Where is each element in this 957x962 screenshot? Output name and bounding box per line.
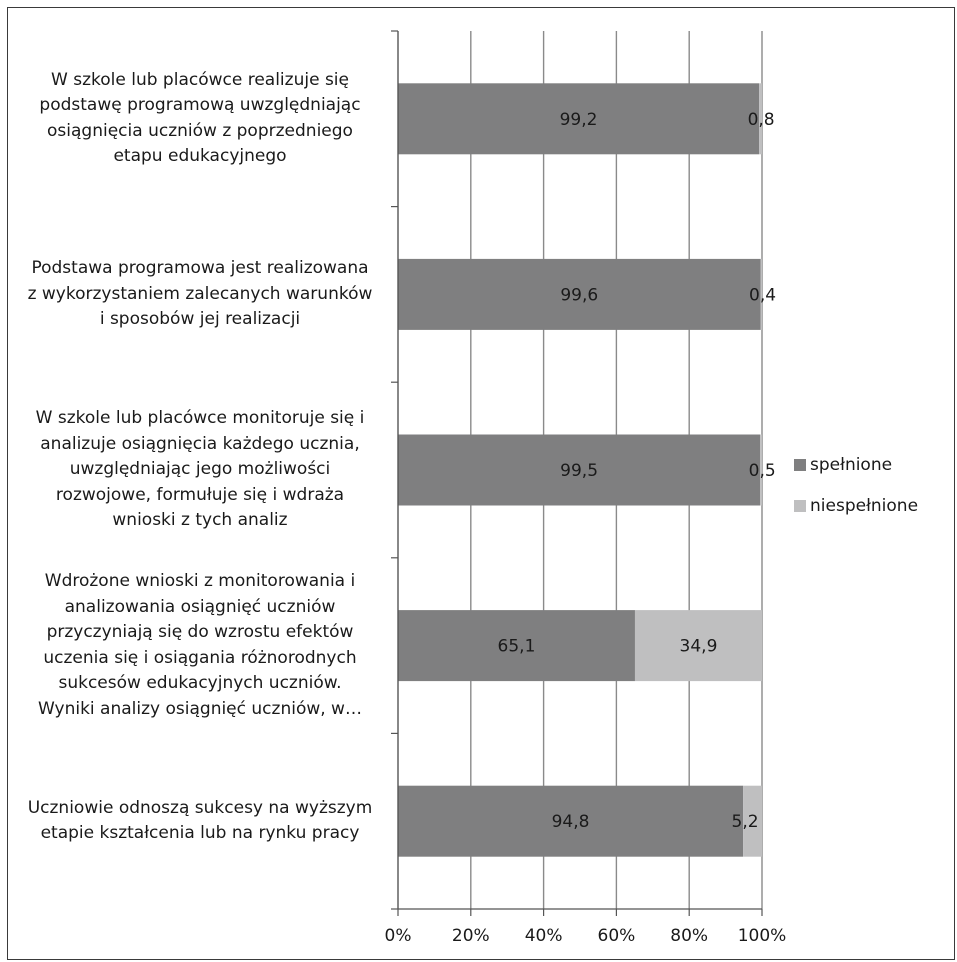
data-label: 99,2: [560, 110, 598, 130]
bar-niespelnione: [759, 83, 762, 155]
data-label: 0,8: [748, 110, 775, 130]
legend-item-spelnione: spełnione: [794, 455, 892, 475]
data-label: 0,5: [749, 461, 776, 481]
bar-spelnione: [398, 258, 761, 330]
legend-item-niespelnione: niespełnione: [794, 496, 918, 516]
x-tick-label: 80%: [670, 926, 708, 946]
x-tick-label: 100%: [738, 926, 787, 946]
bar-spelnione: [398, 785, 744, 857]
bar-niespelnione: [743, 785, 762, 857]
bar-spelnione: [398, 434, 761, 506]
x-tick-label: 0%: [385, 926, 412, 946]
legend-swatch-spelnione: [794, 459, 806, 471]
x-tick-label: 20%: [452, 926, 490, 946]
x-tick-label: 60%: [598, 926, 636, 946]
category-label: Wdrożone wnioski z monitorowania i anali…: [38, 571, 362, 719]
legend-swatch-niespelnione: [794, 500, 806, 512]
bar-niespelnione: [760, 258, 762, 330]
category-label: W szkole lub placówce realizuje się pods…: [39, 69, 361, 167]
bar-niespelnione: [634, 610, 762, 682]
chart-frame: [7, 7, 955, 960]
bar-spelnione: [398, 610, 635, 682]
bar-spelnione: [398, 83, 760, 155]
data-label: 5,2: [732, 812, 759, 832]
legend-label-niespelnione: niespełnione: [810, 496, 919, 516]
data-label: 65,1: [498, 637, 536, 657]
category-label: Uczniowie odnoszą sukcesy na wyższym eta…: [27, 797, 373, 844]
legend-label-spelnione: spełnione: [810, 455, 893, 475]
x-tick-label: 40%: [525, 926, 563, 946]
data-label: 0,4: [749, 285, 776, 305]
data-label: 94,8: [552, 812, 590, 832]
data-label: 99,5: [560, 461, 598, 481]
data-label: 34,9: [680, 637, 718, 657]
category-label: W szkole lub placówce monitoruje się i a…: [35, 408, 365, 531]
category-label: Podstawa programowa jest realizowana z w…: [27, 258, 373, 330]
data-label: 99,6: [560, 285, 598, 305]
bar-niespelnione: [760, 434, 762, 506]
